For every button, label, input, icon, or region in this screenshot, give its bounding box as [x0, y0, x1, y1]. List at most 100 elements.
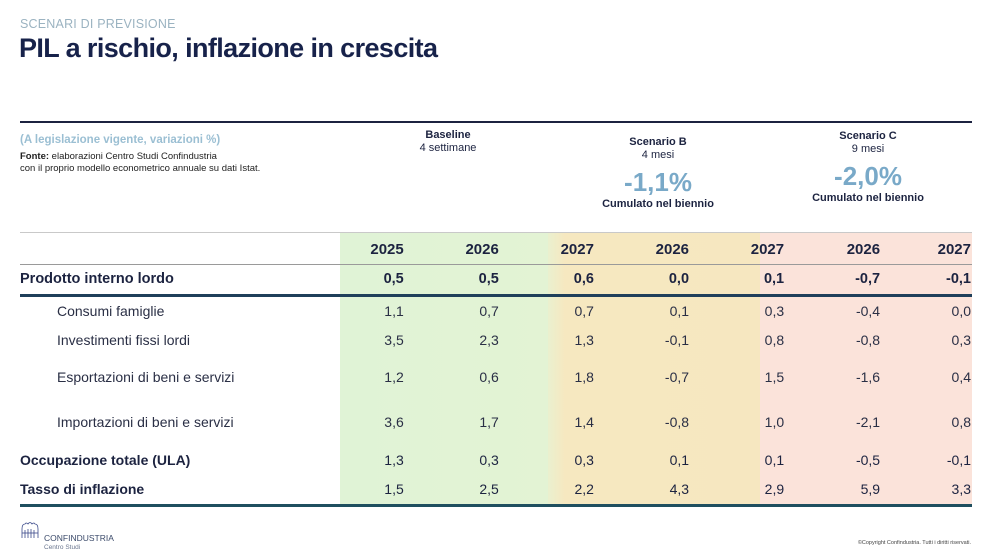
- cell-value: -0,7: [785, 264, 882, 297]
- confindustria-logo: CONFINDUSTRIA Centro Studi: [20, 521, 114, 553]
- cell-value: 5,9: [785, 475, 882, 507]
- year-header: 2026: [785, 233, 882, 265]
- year-header-empty: [20, 233, 314, 265]
- row-label: Investimenti fissi lordi: [57, 332, 191, 348]
- cell-value: 0,5: [313, 264, 405, 297]
- scenario-cumulative-label: Cumulato nel biennio: [602, 198, 714, 210]
- cell-value: 2,3: [479, 332, 499, 348]
- cell-value: 0,3: [574, 452, 594, 468]
- cell-value: 0,8: [951, 414, 971, 430]
- cell-value: 0,1: [669, 452, 690, 468]
- top-divider: [20, 121, 972, 123]
- table-row-inflazione: Tasso di inflazione 1,5 2,5 2,2 4,3 2,9 …: [20, 475, 972, 507]
- cell-value: -0,1: [946, 452, 971, 468]
- scenario-c-header: Scenario C 9 mesi -2,0% Cumulato nel bie…: [790, 130, 946, 205]
- scenario-duration: 4 settimane: [419, 142, 477, 154]
- scenario-duration: 9 mesi: [851, 143, 885, 155]
- row-label: Importazioni di beni e servizi: [57, 414, 234, 430]
- row-label: Occupazione totale (ULA): [20, 452, 191, 468]
- cell-value: 1,3: [384, 452, 404, 468]
- scenario-name: Baseline: [425, 129, 471, 141]
- cell-value: 4,3: [594, 475, 691, 507]
- cell-value: -1,6: [855, 369, 881, 385]
- logo-subtitle: Centro Studi: [44, 544, 81, 551]
- cell-value: 1,0: [764, 414, 785, 430]
- cell-value: 1,8: [574, 369, 594, 385]
- cell-value: -0,7: [664, 369, 690, 385]
- table-row-importazioni: Importazioni di beni e servizi 3,6 1,7 1…: [20, 400, 972, 445]
- logo-name: CONFINDUSTRIA: [44, 533, 114, 543]
- source-label: Fonte:: [20, 151, 50, 162]
- cell-value: 0,0: [951, 302, 971, 319]
- source-note: Fonte: elaborazioni Centro Studi Confind…: [20, 151, 260, 175]
- year-header: 2027: [881, 233, 972, 265]
- cell-value: 0,3: [951, 332, 971, 348]
- cell-value: 1,2: [384, 369, 404, 385]
- cell-value: -0,4: [855, 302, 881, 319]
- table-row-pil: Prodotto interno lordo 0,5 0,5 0,6 0,0 0…: [20, 264, 972, 297]
- cell-value: 0,1: [669, 302, 690, 319]
- cell-value: 0,1: [764, 452, 785, 468]
- cell-value: 1,1: [384, 302, 404, 319]
- cell-value: 3,5: [384, 332, 404, 348]
- scenario-b-header: Scenario B 4 mesi -1,1% Cumulato nel bie…: [580, 136, 736, 211]
- cell-value: -0,5: [855, 452, 881, 468]
- forecast-table: 2025 2026 2027 2026 2027 2026 2027 Prodo…: [20, 233, 972, 507]
- scenario-name: Scenario C: [839, 130, 897, 142]
- scenario-cumulative-label: Cumulato nel biennio: [812, 192, 924, 204]
- cell-value: 0,3: [764, 302, 785, 319]
- table-subtitle: (A legislazione vigente, variazioni %): [20, 134, 221, 146]
- cell-value: 0,1: [690, 264, 786, 297]
- cell-value: -2,1: [855, 414, 881, 430]
- cell-value: 1,5: [313, 475, 405, 507]
- cell-value: 0,4: [951, 369, 971, 385]
- cell-value: 0,3: [479, 452, 499, 468]
- cell-value: 1,7: [479, 414, 499, 430]
- year-header-row: 2025 2026 2027 2026 2027 2026 2027: [20, 233, 972, 265]
- header-divider: [20, 232, 972, 233]
- cell-value: 2,5: [404, 475, 500, 507]
- table-row-consumi: Consumi famiglie 1,1 0,7 0,7 0,1 0,3 -0,…: [20, 295, 972, 325]
- cell-value: 1,5: [764, 369, 785, 385]
- year-header: 2027: [690, 233, 786, 265]
- cell-value: 1,4: [574, 414, 594, 430]
- cell-value: 1,3: [574, 332, 594, 348]
- row-label: Tasso di inflazione: [20, 475, 314, 507]
- cell-value: 0,5: [404, 264, 500, 297]
- year-header: 2026: [594, 233, 691, 265]
- table-row-investimenti: Investimenti fissi lordi 3,5 2,3 1,3 -0,…: [20, 325, 972, 355]
- table-row-occupazione: Occupazione totale (ULA) 1,3 0,3 0,3 0,1…: [20, 445, 972, 475]
- year-header: 2025: [313, 233, 405, 265]
- cell-value: 0,0: [594, 264, 691, 297]
- section-kicker: SCENARI DI PREVISIONE: [20, 17, 176, 31]
- scenario-name: Scenario B: [629, 136, 687, 148]
- cell-value: -0,8: [664, 414, 690, 430]
- scenario-duration: 4 mesi: [641, 149, 675, 161]
- page-title: PIL a rischio, inflazione in crescita: [19, 33, 438, 63]
- table-row-esportazioni: Esportazioni di beni e servizi 1,2 0,6 1…: [20, 355, 972, 400]
- cell-value: -0,1: [881, 264, 972, 297]
- row-label: Esportazioni di beni e servizi: [57, 369, 235, 385]
- cell-value: 0,6: [479, 369, 499, 385]
- scenario-cumulative-value: -2,0%: [834, 161, 902, 191]
- scenario-baseline-header: Baseline 4 settimane: [380, 129, 516, 155]
- cell-value: -0,8: [855, 332, 881, 348]
- copyright-notice: ©Copyright Confindustria. Tutti i diritt…: [857, 540, 971, 546]
- cell-value: 2,2: [499, 475, 595, 507]
- row-label: Consumi famiglie: [57, 302, 165, 319]
- row-label: Prodotto interno lordo: [20, 264, 314, 297]
- source-text: elaborazioni Centro Studi Confindustria: [51, 151, 217, 162]
- cell-value: 2,9: [690, 475, 786, 507]
- year-header: 2026: [404, 233, 500, 265]
- cell-value: 0,6: [499, 264, 595, 297]
- cell-value: 0,7: [479, 302, 499, 319]
- scenario-cumulative-value: -1,1%: [624, 167, 692, 197]
- cell-value: 0,8: [764, 332, 785, 348]
- cell-value: 3,6: [384, 414, 404, 430]
- cell-value: 3,3: [881, 475, 972, 507]
- year-header: 2027: [499, 233, 595, 265]
- source-text-2: con il proprio modello econometrico annu…: [20, 163, 261, 174]
- cell-value: -0,1: [664, 332, 690, 348]
- cell-value: 0,7: [574, 302, 594, 319]
- confindustria-logo-icon: [21, 522, 39, 538]
